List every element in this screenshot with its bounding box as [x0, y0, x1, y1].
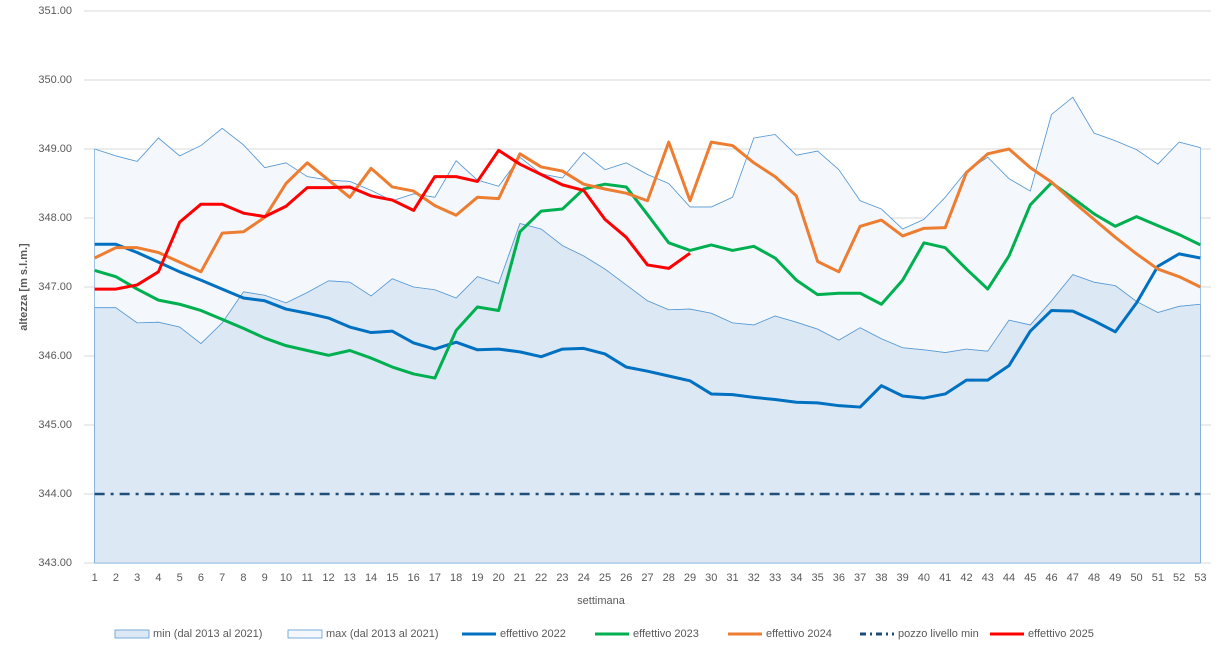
legend-label: effettivo 2022	[500, 628, 566, 640]
x-tick-label: 42	[960, 572, 972, 584]
series-line	[94, 242, 1201, 409]
series-line	[94, 148, 691, 291]
x-tick-label: 1	[92, 572, 98, 584]
area-line	[94, 96, 1201, 230]
x-tick-label: 45	[1024, 572, 1036, 584]
x-tick-label: 3	[134, 572, 140, 584]
x-tick-label: 10	[280, 572, 292, 584]
x-tick-label: 23	[556, 572, 568, 584]
x-tick-label: 21	[514, 572, 526, 584]
x-tick-label: 34	[790, 572, 802, 584]
y-tick-label: 344.00	[38, 488, 72, 500]
legend-label: effettivo 2023	[633, 628, 699, 640]
y-tick-label: 345.00	[38, 419, 72, 431]
x-tick-label: 35	[811, 572, 823, 584]
x-tick-label: 19	[471, 572, 483, 584]
x-tick-label: 18	[450, 572, 462, 584]
legend-swatch	[287, 629, 323, 639]
x-tick-label: 4	[155, 572, 161, 584]
x-tick-label: 14	[365, 572, 377, 584]
x-tick-label: 33	[769, 572, 781, 584]
x-tick-label: 29	[684, 572, 696, 584]
area-line	[94, 223, 1201, 353]
x-tick-label: 52	[1173, 572, 1185, 584]
x-tick-label: 13	[344, 572, 356, 584]
x-tick-label: 32	[748, 572, 760, 584]
legend-label: max (dal 2013 al 2021)	[326, 628, 439, 640]
y-tick-label: 351.00	[38, 5, 72, 17]
y-tick-label: 350.00	[38, 74, 72, 86]
y-tick-label: 346.00	[38, 350, 72, 362]
x-tick-label: 53	[1194, 572, 1206, 584]
x-tick-label: 37	[854, 572, 866, 584]
x-tick-label: 30	[705, 572, 717, 584]
x-tick-label: 7	[219, 572, 225, 584]
y-tick-label: 349.00	[38, 143, 72, 155]
x-tick-label: 48	[1088, 572, 1100, 584]
legend-swatch	[114, 629, 150, 639]
x-tick-label: 8	[240, 572, 246, 584]
x-tick-label: 17	[429, 572, 441, 584]
x-tick-label: 9	[262, 572, 268, 584]
x-tick-label: 26	[620, 572, 632, 584]
x-tick-label: 22	[535, 572, 547, 584]
x-tick-label: 31	[726, 572, 738, 584]
x-axis-label: settimana	[577, 595, 626, 607]
y-axis-label: altezza [m s.l.m.]	[18, 243, 30, 331]
x-tick-label: 12	[322, 572, 334, 584]
y-tick-label: 343.00	[38, 557, 72, 569]
x-tick-label: 47	[1067, 572, 1079, 584]
x-tick-label: 11	[302, 572, 313, 584]
x-tick-label: 46	[1045, 572, 1057, 584]
x-tick-label: 2	[113, 572, 119, 584]
x-tick-label: 38	[875, 572, 887, 584]
x-tick-label: 28	[663, 572, 675, 584]
y-tick-label: 348.00	[38, 212, 72, 224]
x-tick-label: 43	[982, 572, 994, 584]
x-tick-label: 50	[1130, 572, 1142, 584]
x-tick-label: 27	[641, 572, 653, 584]
x-tick-label: 24	[578, 572, 590, 584]
x-tick-label: 6	[198, 572, 204, 584]
series-line	[93, 140, 1202, 289]
x-tick-label: 16	[407, 572, 419, 584]
x-tick-label: 49	[1109, 572, 1121, 584]
series-line	[94, 181, 1202, 380]
y-tick-label: 347.00	[38, 281, 72, 293]
x-tick-label: 44	[1003, 572, 1015, 584]
legend-label: pozzo livello min	[898, 628, 979, 640]
x-tick-label: 40	[918, 572, 930, 584]
x-tick-label: 25	[599, 572, 611, 584]
x-tick-label: 39	[897, 572, 909, 584]
x-tick-label: 5	[177, 572, 183, 584]
x-tick-label: 41	[939, 572, 951, 584]
legend-label: effettivo 2024	[766, 628, 832, 640]
x-tick-label: 20	[493, 572, 505, 584]
legend-label: effettivo 2025	[1028, 628, 1094, 640]
x-tick-label: 36	[833, 572, 845, 584]
legend-label: min (dal 2013 al 2021)	[153, 628, 262, 640]
x-tick-label: 51	[1152, 572, 1164, 584]
x-tick-label: 15	[386, 572, 398, 584]
